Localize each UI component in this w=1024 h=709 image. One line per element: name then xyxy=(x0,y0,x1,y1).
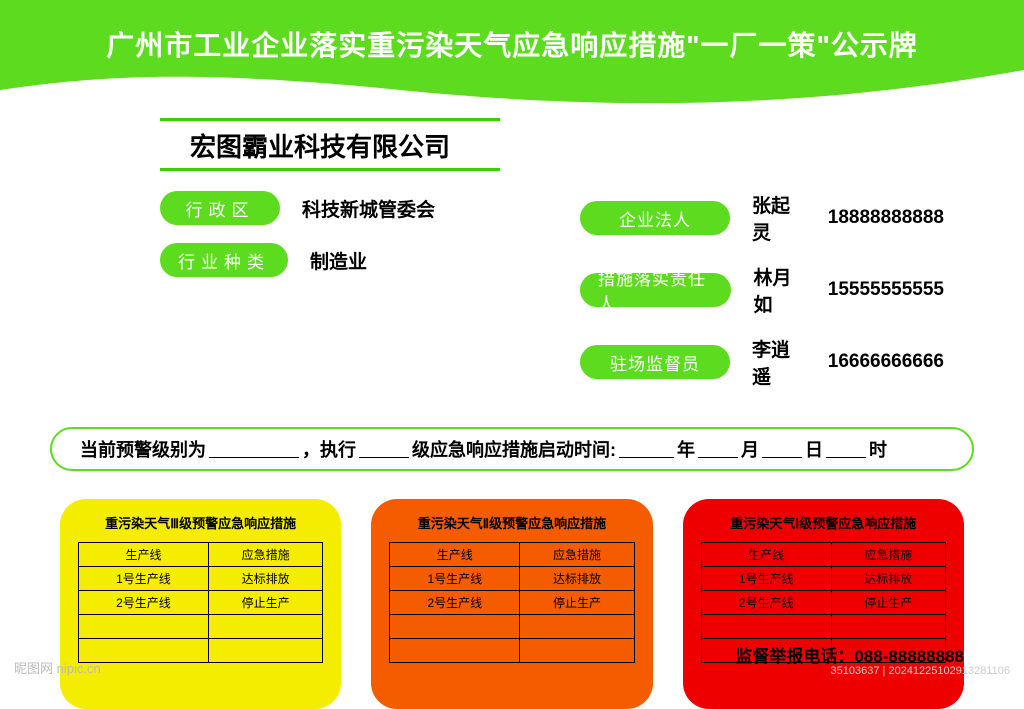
company-section: 宏图霸业科技有限公司 xyxy=(160,118,1024,171)
blank-month xyxy=(698,440,738,458)
table-cell xyxy=(79,615,209,639)
table-cell: 2号生产线 xyxy=(390,591,520,615)
table-row xyxy=(79,639,323,663)
table-cell xyxy=(831,615,945,639)
table-cell: 1号生产线 xyxy=(701,567,831,591)
table-cell: 2号生产线 xyxy=(79,591,209,615)
info-row: 企业法人张起灵 18888888888 xyxy=(580,191,944,245)
info-right-column: 企业法人张起灵 18888888888 措施落实责任人林月如 15555555555 驻… xyxy=(580,191,944,407)
info-pill-label: 措施落实责任人 xyxy=(580,273,731,307)
alert-text-2: ，执行 xyxy=(302,436,356,462)
alert-text-1: 当前预警级别为 xyxy=(80,436,206,462)
table-header-cell: 应急措施 xyxy=(208,543,322,567)
table-cell: 达标排放 xyxy=(831,567,945,591)
table-row: 2号生产线停止生产 xyxy=(79,591,323,615)
table-cell xyxy=(390,615,520,639)
info-value: 制造业 xyxy=(310,247,367,274)
table-row: 2号生产线停止生产 xyxy=(701,591,945,615)
info-row: 驻场监督员李逍遥 16666666666 xyxy=(580,335,944,389)
page-title: 广州市工业企业落实重污染天气应急响应措施"一厂一策"公示牌 xyxy=(0,24,1024,64)
info-row: 行政区科技新城管委会 xyxy=(160,191,580,225)
contact-name: 张起灵 xyxy=(752,191,806,245)
table-cell: 2号生产线 xyxy=(701,591,831,615)
table-cell xyxy=(520,639,634,663)
table-row: 1号生产线达标排放 xyxy=(79,567,323,591)
table-header-cell: 生产线 xyxy=(79,543,209,567)
contact-phone: 18888888888 xyxy=(828,207,944,229)
table-cell: 停止生产 xyxy=(208,591,322,615)
alert-year: 年 xyxy=(677,436,695,462)
company-line-bottom xyxy=(160,168,500,171)
table-row xyxy=(390,639,634,663)
info-left-column: 行政区科技新城管委会行业种类制造业 xyxy=(160,191,580,407)
watermark-bottom-left: 昵图网 nipic.cn xyxy=(14,658,101,677)
alert-bar: 当前预警级别为 ，执行 级应急响应措施启动时间: 年 月 日 时 xyxy=(50,427,974,471)
table-row: 1号生产线达标排放 xyxy=(701,567,945,591)
contact-phone: 15555555555 xyxy=(828,279,944,301)
blank-grade xyxy=(359,440,409,458)
contact-name: 李逍遥 xyxy=(752,335,806,389)
card-table: 生产线应急措施1号生产线达标排放2号生产线停止生产 xyxy=(78,542,323,663)
blank-level xyxy=(209,440,299,458)
blank-year xyxy=(619,440,674,458)
alert-month: 月 xyxy=(741,436,759,462)
table-cell: 达标排放 xyxy=(520,567,634,591)
header-wave: 广州市工业企业落实重污染天气应急响应措施"一厂一策"公示牌 xyxy=(0,0,1024,110)
cards-area: 重污染天气Ⅲ级预警应急响应措施生产线应急措施1号生产线达标排放2号生产线停止生产… xyxy=(60,499,964,709)
table-row xyxy=(390,615,634,639)
table-row xyxy=(701,615,945,639)
table-row xyxy=(79,615,323,639)
alert-text-3: 级应急响应措施启动时间: xyxy=(412,436,616,462)
info-pill-label: 企业法人 xyxy=(580,201,730,235)
table-cell xyxy=(390,639,520,663)
table-cell: 1号生产线 xyxy=(79,567,209,591)
card-title: 重污染天气Ⅰ级预警应急响应措施 xyxy=(701,513,946,532)
table-header-cell: 应急措施 xyxy=(831,543,945,567)
table-header-cell: 生产线 xyxy=(701,543,831,567)
alert-card: 重污染天气Ⅱ级预警应急响应措施生产线应急措施1号生产线达标排放2号生产线停止生产 xyxy=(371,499,652,709)
alert-card: 重污染天气Ⅲ级预警应急响应措施生产线应急措施1号生产线达标排放2号生产线停止生产 xyxy=(60,499,341,709)
table-cell xyxy=(520,615,634,639)
info-area: 行政区科技新城管委会行业种类制造业 企业法人张起灵18888888888措施落实… xyxy=(0,191,1024,407)
card-table: 生产线应急措施1号生产线达标排放2号生产线停止生产 xyxy=(389,542,634,663)
card-title: 重污染天气Ⅱ级预警应急响应措施 xyxy=(389,513,634,532)
table-cell: 停止生产 xyxy=(520,591,634,615)
table-cell: 达标排放 xyxy=(208,567,322,591)
alert-card: 重污染天气Ⅰ级预警应急响应措施生产线应急措施1号生产线达标排放2号生产线停止生产 xyxy=(683,499,964,709)
info-row: 行业种类制造业 xyxy=(160,243,580,277)
footer-phone-number: 088-88888888 xyxy=(854,647,964,666)
table-cell xyxy=(208,615,322,639)
table-header-cell: 应急措施 xyxy=(520,543,634,567)
table-row: 2号生产线停止生产 xyxy=(390,591,634,615)
info-pill-label: 行政区 xyxy=(160,191,280,225)
table-cell: 1号生产线 xyxy=(390,567,520,591)
card-title: 重污染天气Ⅲ级预警应急响应措施 xyxy=(78,513,323,532)
company-name: 宏图霸业科技有限公司 xyxy=(160,121,1024,168)
alert-day: 日 xyxy=(805,436,823,462)
info-value: 科技新城管委会 xyxy=(302,195,435,222)
table-cell: 停止生产 xyxy=(831,591,945,615)
info-pill-label: 行业种类 xyxy=(160,243,288,277)
watermark-bottom-right: 35103637 | 20241225102913281106 xyxy=(831,665,1010,677)
contact-name: 林月如 xyxy=(753,263,805,317)
contact-phone: 16666666666 xyxy=(828,351,944,373)
table-cell xyxy=(701,615,831,639)
footer-phone: 监督举报电话：088-88888888 xyxy=(735,642,964,667)
blank-hour xyxy=(826,440,866,458)
table-header-cell: 生产线 xyxy=(390,543,520,567)
table-cell xyxy=(208,639,322,663)
info-pill-label: 驻场监督员 xyxy=(580,345,730,379)
alert-hour: 时 xyxy=(869,436,887,462)
footer-phone-label: 监督举报电话： xyxy=(735,647,854,666)
table-row: 1号生产线达标排放 xyxy=(390,567,634,591)
info-row: 措施落实责任人林月如 15555555555 xyxy=(580,263,944,317)
blank-day xyxy=(762,440,802,458)
